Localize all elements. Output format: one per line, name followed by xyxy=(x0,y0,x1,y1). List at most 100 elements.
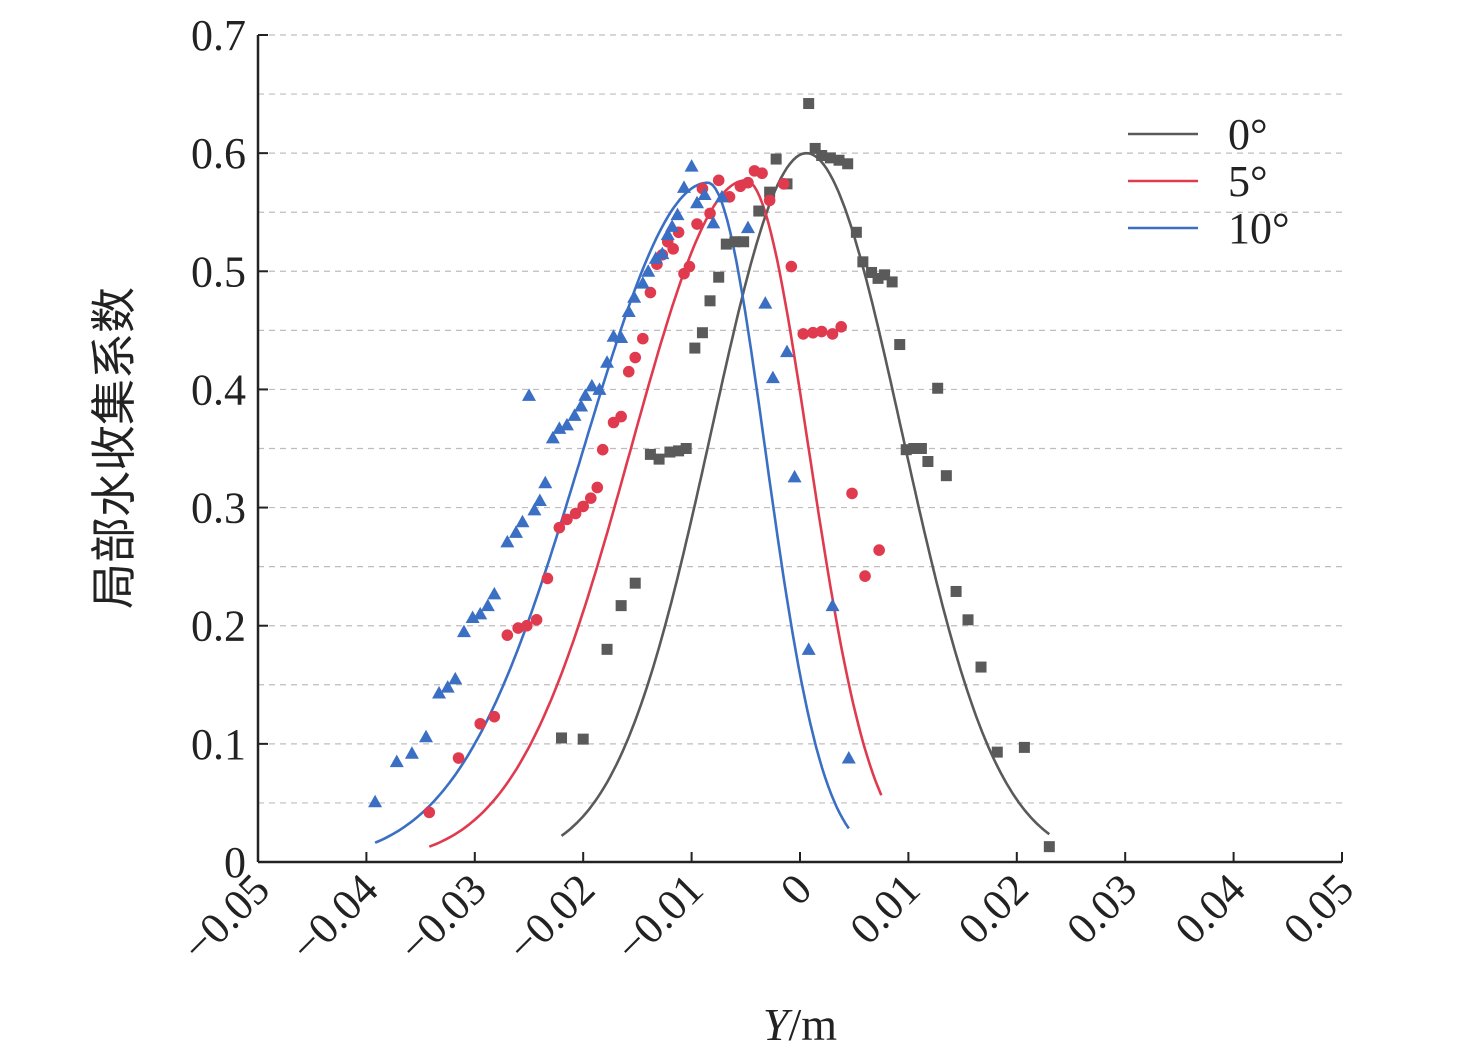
data-point-circle xyxy=(553,521,566,534)
data-point-triangle xyxy=(740,220,755,234)
data-point-square xyxy=(556,732,568,744)
data-point-triangle xyxy=(508,525,523,538)
data-point-circle xyxy=(521,619,533,632)
data-point-square xyxy=(857,256,869,268)
data-point-square xyxy=(653,453,665,465)
data-point-circle xyxy=(452,752,465,764)
data-point-square xyxy=(932,382,944,394)
data-point-triangle xyxy=(487,586,502,600)
data-point-square xyxy=(680,443,692,454)
y-tick-label: 0.6 xyxy=(191,129,246,178)
x-tick-label: 0.03 xyxy=(1057,864,1146,953)
data-point-triangle xyxy=(841,751,856,764)
data-point-triangle xyxy=(697,187,712,200)
x-axis-title-unit: /m xyxy=(789,999,838,1050)
data-point-triangle xyxy=(665,219,680,232)
data-point-triangle xyxy=(670,207,685,221)
data-point-square xyxy=(644,448,656,460)
data-point-triangle xyxy=(787,469,802,483)
data-point-triangle xyxy=(567,408,582,421)
x-tick-label: −0.01 xyxy=(606,864,713,971)
data-point-triangle xyxy=(419,729,434,743)
data-point-triangle xyxy=(614,330,629,343)
data-point-square xyxy=(922,455,934,467)
data-point-circle xyxy=(423,806,436,819)
data-point-circle xyxy=(622,365,635,378)
x-tick-label: 0.05 xyxy=(1274,864,1363,953)
data-point-square xyxy=(601,643,613,655)
data-point-triangle xyxy=(480,598,495,612)
data-point-circle xyxy=(637,332,649,345)
data-point-square xyxy=(842,158,854,170)
data-point-circle xyxy=(763,194,776,207)
data-point-triangle xyxy=(584,378,599,392)
data-point-square xyxy=(809,142,821,154)
data-point-square xyxy=(803,98,815,110)
data-point-square xyxy=(894,339,906,351)
data-point-circle xyxy=(859,570,871,582)
data-point-square xyxy=(1043,841,1055,853)
data-point-triangle xyxy=(690,195,705,209)
data-point-triangle xyxy=(368,794,383,808)
y-tick-label: 0.2 xyxy=(191,602,246,651)
data-point-triangle xyxy=(779,344,794,358)
data-point-circle xyxy=(683,260,696,273)
data-point-triangle xyxy=(473,606,488,620)
data-point-triangle xyxy=(714,189,729,203)
data-point-square xyxy=(1018,741,1030,753)
data-point-square xyxy=(689,342,701,354)
data-point-triangle xyxy=(432,686,447,699)
data-point-square xyxy=(872,272,884,284)
x-tick-label: 0.04 xyxy=(1166,864,1255,953)
y-axis-title: 局部水收集系数 xyxy=(89,287,140,609)
data-point-square xyxy=(696,327,708,339)
legend-label: 10° xyxy=(1228,204,1290,253)
data-point-square xyxy=(915,443,927,454)
data-point-square xyxy=(940,470,952,482)
data-point-circle xyxy=(488,710,501,723)
data-point-square xyxy=(975,661,987,673)
data-point-circle xyxy=(756,167,768,180)
fit-curves xyxy=(374,151,1051,848)
data-point-square xyxy=(629,577,641,589)
data-point-triangle xyxy=(448,671,463,685)
data-point-circle xyxy=(561,513,573,526)
x-tick-label: −0.04 xyxy=(281,864,388,971)
legend: 0°5°10° xyxy=(1128,110,1290,253)
data-point-circle xyxy=(569,507,582,520)
data-point-square xyxy=(713,271,725,283)
x-axis-title-variable: Y xyxy=(763,999,793,1050)
data-point-square xyxy=(729,236,741,248)
x-axis-title: Y/m xyxy=(763,999,837,1050)
data-point-circle xyxy=(584,492,597,504)
data-point-circle xyxy=(615,410,627,423)
data-point-square xyxy=(850,226,862,238)
data-point-triangle xyxy=(532,493,547,506)
data-point-triangle xyxy=(465,610,480,623)
data-point-square xyxy=(962,614,974,626)
x-tick-label: −0.03 xyxy=(389,864,496,971)
data-point-square xyxy=(753,205,765,217)
data-point-circle xyxy=(785,260,798,273)
data-point-triangle xyxy=(627,290,642,303)
data-point-triangle xyxy=(600,355,615,368)
data-point-square xyxy=(664,446,676,458)
data-point-circle xyxy=(577,500,589,513)
data-point-triangle xyxy=(545,430,560,444)
data-point-triangle xyxy=(440,680,455,693)
data-point-square xyxy=(720,238,732,250)
fit-curve-triangle xyxy=(374,181,850,844)
y-tick-label: 0.5 xyxy=(191,247,246,296)
data-point-circle xyxy=(704,207,716,220)
axes: 00.10.20.30.40.50.60.7−0.05 −0.04 −0.03 −0.… xyxy=(172,11,1363,971)
data-point-triangle xyxy=(635,276,650,289)
y-tick-label: 0.7 xyxy=(191,11,246,60)
x-tick-label: −0.02 xyxy=(498,864,605,971)
data-point-triangle xyxy=(648,251,663,264)
data-point-triangle xyxy=(765,370,780,384)
data-point-circle xyxy=(596,443,609,456)
data-point-square xyxy=(900,444,912,456)
x-tick-label: 0 xyxy=(771,864,821,914)
data-point-square xyxy=(886,276,898,288)
